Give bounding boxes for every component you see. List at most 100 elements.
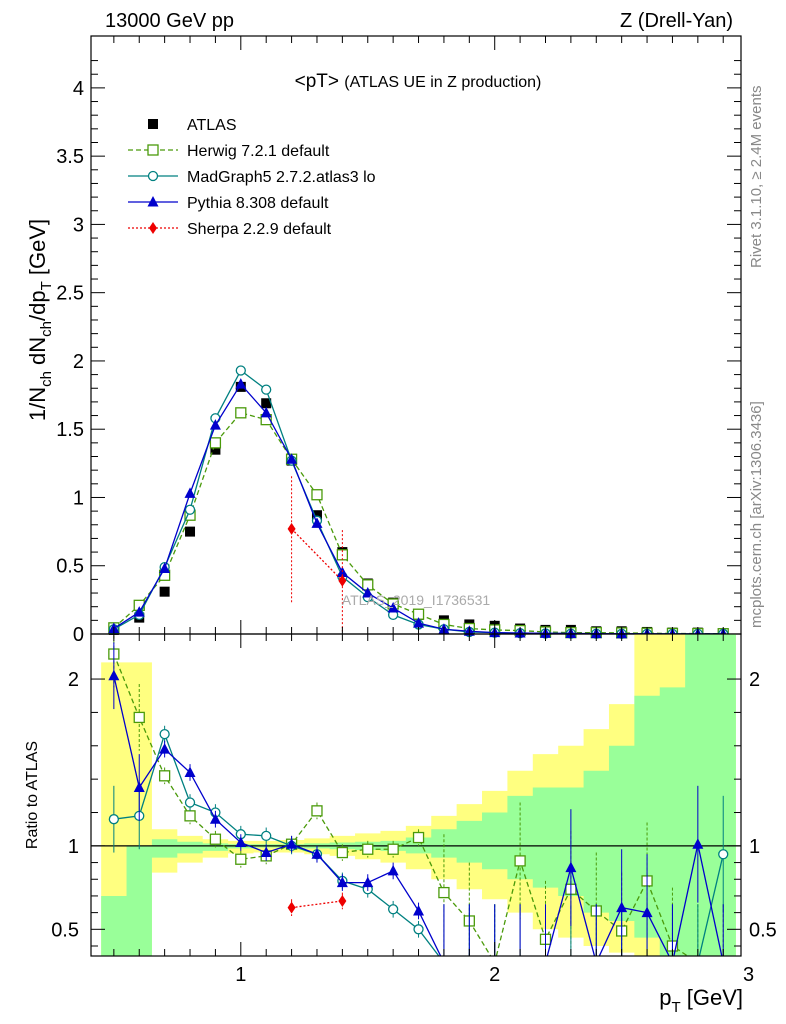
rivet-label: Rivet 3.1.10, ≥ 2.4M events [748,86,765,269]
x-tick-label: 1 [235,964,246,986]
ratio-y-tick-label-right: 0.5 [749,919,777,941]
data-point [210,444,221,455]
ratio-data-point [235,836,247,848]
data-point [413,617,425,628]
legend-marker [147,196,159,207]
ratio-data-point [159,728,170,740]
y-tick-label: 4 [73,78,84,100]
main-axes: 0 0.5 1 1.5 2 2.5 3 3.5 4 [56,36,741,646]
ratio-data-point [209,833,222,845]
y-tick-label: 2 [73,351,84,373]
ratio-y-tick-label: 2 [68,669,79,691]
ratio-data-point [641,906,653,918]
data-point [311,517,323,528]
data-point [235,365,246,376]
y-tick-label: 3 [73,214,84,236]
ratio-data-point [362,876,374,888]
data-point [209,419,221,430]
ratio-series-2 [108,642,724,956]
ratio-data-point [311,848,323,859]
data-point [338,574,347,587]
ratio-data-point [261,830,272,842]
main-title-main: <pT> [295,71,339,92]
legend-label: Sherpa 2.2.9 default [187,221,332,238]
data-point [311,510,322,521]
data-point [159,586,170,597]
y-tick-label: 3.5 [56,146,84,168]
legend-label: Pythia 8.308 default [187,195,329,212]
data-point [260,406,272,418]
ratio-data-point [286,838,298,849]
ratio-data-point [108,814,120,825]
series-line [291,528,343,582]
uncertainty-band-inner [101,634,736,956]
ratio-data-point [260,846,272,858]
ratio-frame [90,633,742,957]
y-tick-label: 1.5 [56,419,84,441]
mcplots-label: mcplots.cern.ch [arXiv:1306.3436] [748,401,765,628]
ratio-data-point [413,924,424,935]
header-left: 13000 GeV pp [105,10,234,32]
ratio-data-point [184,797,196,808]
series-4 [287,476,347,632]
legend-label: ATLAS [187,117,237,134]
ratio-data-point [412,831,425,844]
legend-marker [147,144,159,156]
data-point [362,587,374,598]
legend: ATLAS Herwig 7.2.1 default MadGraph5 2.7.2… [128,117,376,238]
ratio-data-point [387,864,399,876]
ratio-data-point [438,886,450,899]
main-title-note: (ATLAS UE in Z production) [344,74,541,91]
x-tick-label: 2 [489,964,500,986]
y-tick-label: 0.5 [56,556,84,578]
ratio-data-point [133,781,145,792]
ratio-data-point [133,711,145,724]
x-tick-label: 3 [743,964,754,986]
legend-label: Herwig 7.2.1 default [187,143,330,160]
data-point [287,522,296,535]
main-panel: 0 0.5 1 1.5 2 2.5 3 3.5 4 <pT> (ATLAS UE in Z pr… [25,35,742,646]
legend-marker [148,119,158,129]
watermark: ATLAS_2019_I1736531 [342,592,491,608]
ratio-data-point [108,669,120,681]
ratio-data-point [387,843,399,855]
ratio-series-3 [287,892,347,916]
data-point [184,487,196,498]
legend-marker [147,170,159,182]
ratio-y-tick-label-right: 2 [749,669,760,691]
ratio-panel: 1 2 3 0.5 0.5 1 1 2 2 Ratio to ATLAS pT [GeV] [24,633,777,1016]
y-tick-label: 1 [73,487,84,509]
x-axis-label: pT [GeV] [659,985,743,1016]
data-point [387,602,399,613]
ratio-data-point [184,766,196,777]
ratio-data-point [311,805,323,817]
ratio-data-point [235,853,247,865]
data-point [133,606,145,617]
ratio-data-point [184,810,196,822]
data-point [185,526,196,537]
ratio-data-point [616,901,628,913]
ratio-plot-marks [91,634,741,956]
ratio-y-tick-label: 1 [68,836,79,858]
ratio-data-point [338,894,347,907]
data-point [311,489,323,501]
data-point [184,504,196,515]
y-tick-label: 0 [73,624,84,646]
ratio-data-point [336,876,348,888]
ratio-y-tick-label-right: 1 [749,836,760,858]
ratio-y-tick-label: 0.5 [51,919,79,941]
ratio-data-point [514,855,526,867]
y-axis-label-ratio: Ratio to ATLAS [24,741,41,849]
ratio-data-point [387,904,399,915]
ratio-data-point [159,743,171,754]
ratio-data-point [209,813,221,824]
y-tick-label: 2.5 [56,283,84,305]
ratio-axes: 1 2 3 0.5 0.5 1 1 2 2 [51,634,777,986]
ratio-data-point [287,901,296,914]
ratio-data-point [158,770,171,782]
ratio-data-point [336,846,349,859]
legend-marker [149,222,157,234]
ratio-data-point [692,838,704,849]
header-right: Z (Drell-Yan) [620,10,733,32]
